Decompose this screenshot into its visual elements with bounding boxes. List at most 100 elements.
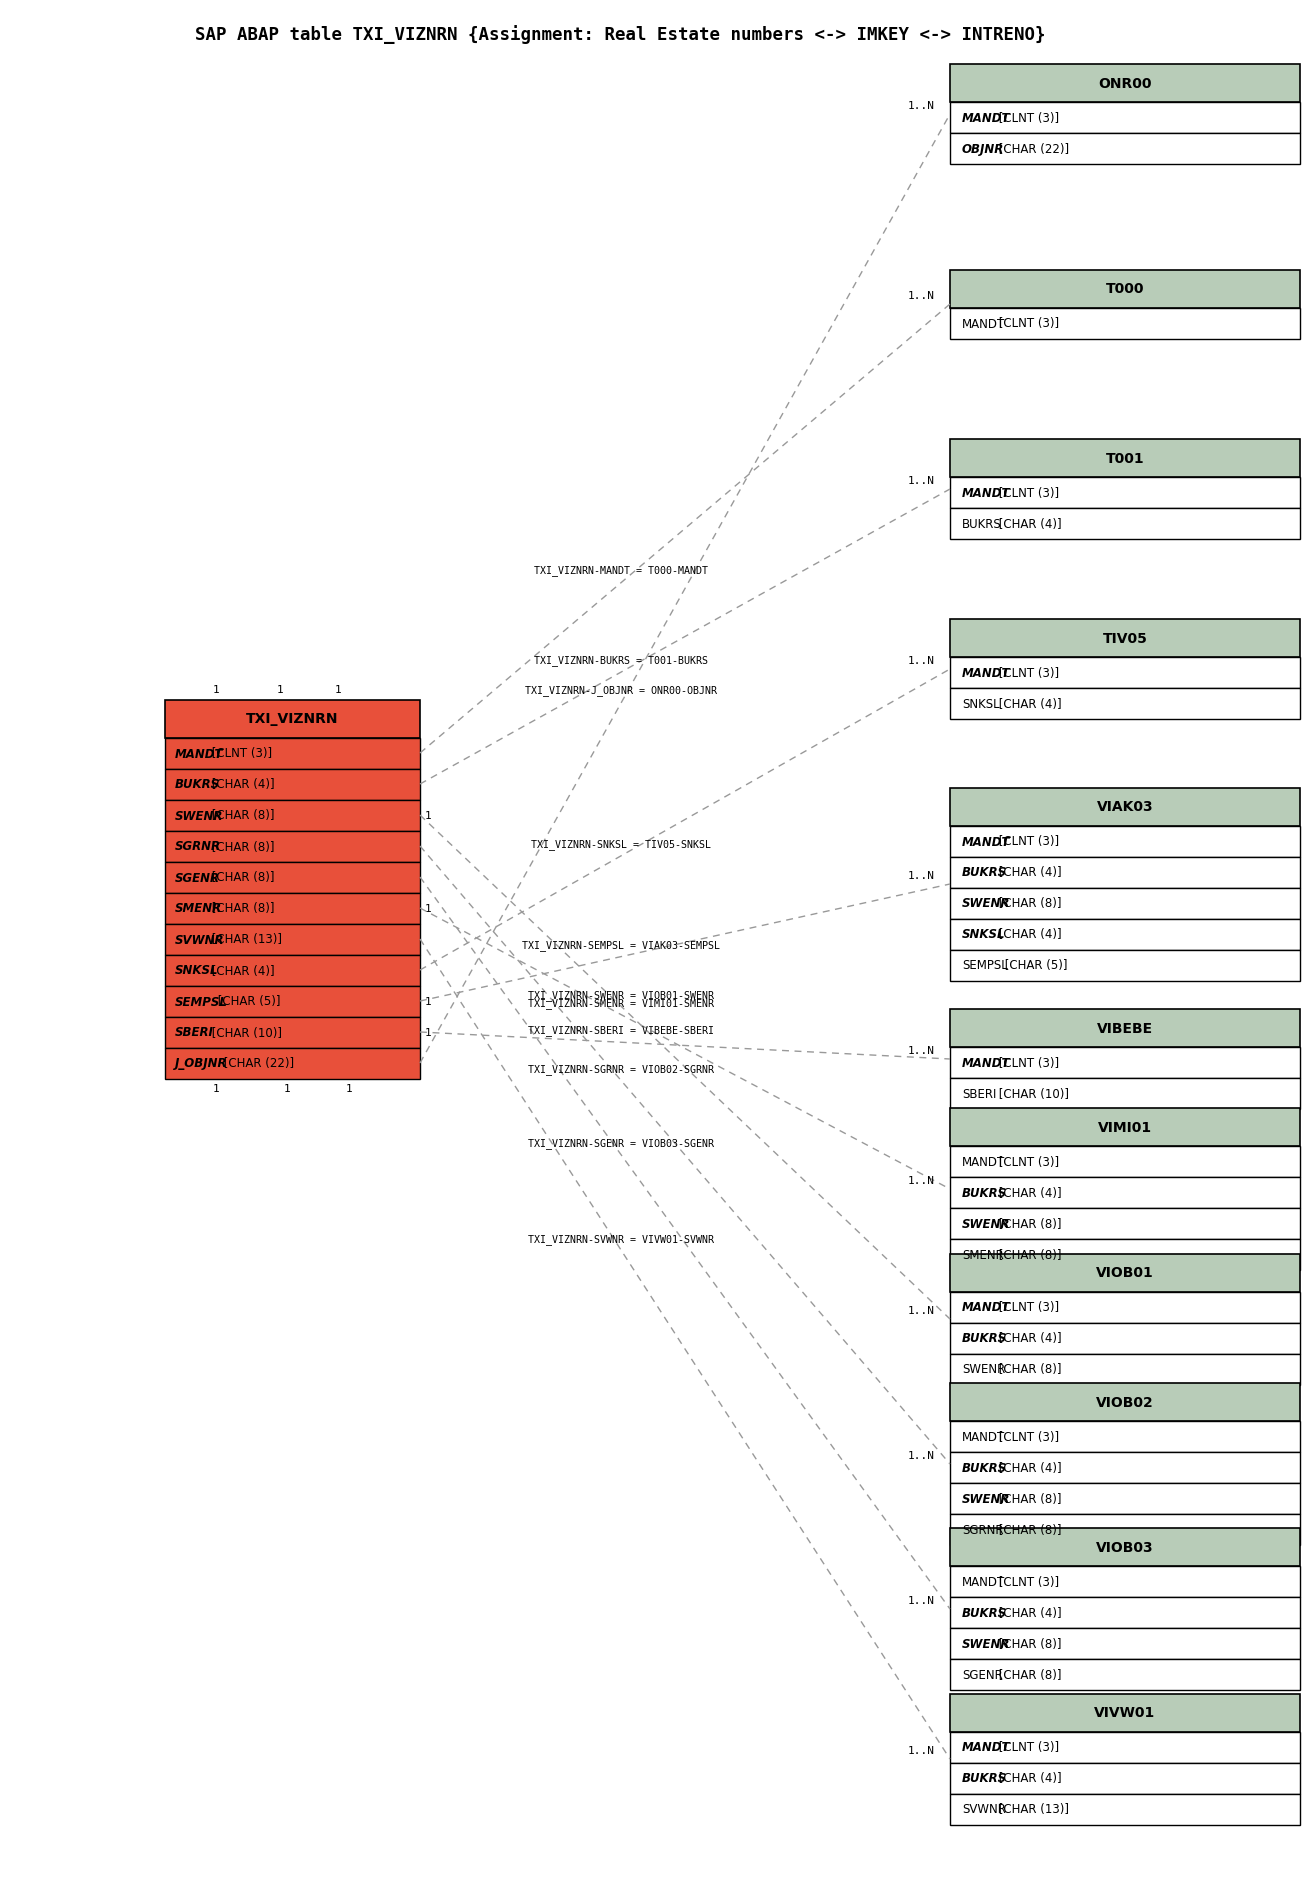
FancyBboxPatch shape [165,1048,420,1079]
FancyBboxPatch shape [165,861,420,893]
FancyBboxPatch shape [950,1566,1300,1598]
Text: 1: 1 [425,903,431,914]
FancyBboxPatch shape [950,1147,1300,1177]
FancyBboxPatch shape [950,920,1300,950]
Text: [CHAR (10)]: [CHAR (10)] [208,1026,281,1039]
FancyBboxPatch shape [165,1016,420,1048]
FancyBboxPatch shape [950,1322,1300,1354]
Text: BUKRS: BUKRS [962,1186,1007,1200]
Text: 1..N: 1..N [908,476,936,485]
FancyBboxPatch shape [950,888,1300,920]
Text: [CLNT (3)]: [CLNT (3)] [995,1430,1059,1443]
FancyBboxPatch shape [950,1694,1300,1732]
FancyBboxPatch shape [950,1209,1300,1239]
Text: [CHAR (4)]: [CHAR (4)] [995,697,1062,710]
Text: 1: 1 [425,1028,431,1037]
Text: BUKRS: BUKRS [962,1332,1007,1345]
Text: [CHAR (22)]: [CHAR (22)] [220,1058,294,1069]
Text: SGRNR: SGRNR [175,841,222,854]
FancyBboxPatch shape [950,1383,1300,1421]
Text: SAP ABAP table TXI_VIZNRN {Assignment: Real Estate numbers <-> IMKEY <-> INTRENO: SAP ABAP table TXI_VIZNRN {Assignment: R… [194,25,1045,45]
Text: 1..N: 1..N [908,1594,936,1606]
Text: MANDT: MANDT [175,748,224,759]
Text: SNKSL: SNKSL [962,697,999,710]
Text: [CLNT (3)]: [CLNT (3)] [995,1056,1059,1069]
Text: SGENR: SGENR [962,1668,1003,1681]
Text: VIOB01: VIOB01 [1096,1266,1154,1281]
Text: [CHAR (4)]: [CHAR (4)] [995,1186,1062,1200]
Text: [CHAR (4)]: [CHAR (4)] [208,778,275,791]
Text: [CHAR (8)]: [CHAR (8)] [995,1492,1062,1506]
Text: SGRNR: SGRNR [962,1523,1003,1536]
Text: 1: 1 [276,686,283,695]
Text: [CHAR (5)]: [CHAR (5)] [214,996,280,1009]
Text: [CHAR (8)]: [CHAR (8)] [208,903,275,914]
FancyBboxPatch shape [950,1079,1300,1109]
Text: [CHAR (22)]: [CHAR (22)] [995,144,1070,157]
Text: TXI_VIZNRN-BUKRS = T001-BUKRS: TXI_VIZNRN-BUKRS = T001-BUKRS [534,655,709,665]
Text: [CHAR (4)]: [CHAR (4)] [995,1462,1062,1473]
Text: MANDT: MANDT [962,487,1011,501]
Text: 1..N: 1..N [908,655,936,665]
Text: MANDT: MANDT [962,667,1011,680]
Text: TXI_VIZNRN: TXI_VIZNRN [246,712,339,725]
Text: SMENR: SMENR [175,903,222,914]
Text: MANDT: MANDT [962,1056,1011,1069]
Text: [CLNT (3)]: [CLNT (3)] [995,1740,1059,1753]
Text: 1: 1 [212,686,219,695]
Text: TIV05: TIV05 [1102,631,1148,646]
Text: T000: T000 [1106,281,1144,297]
Text: [CHAR (8)]: [CHAR (8)] [208,808,275,822]
FancyBboxPatch shape [950,1177,1300,1209]
Text: TXI_VIZNRN-MANDT = T000-MANDT: TXI_VIZNRN-MANDT = T000-MANDT [534,565,709,576]
Text: BUKRS: BUKRS [962,1462,1007,1473]
FancyBboxPatch shape [950,308,1300,340]
Text: [CHAR (10)]: [CHAR (10)] [995,1088,1068,1101]
Text: [CLNT (3)]: [CLNT (3)] [995,487,1059,501]
Text: MANDT: MANDT [962,1575,1005,1589]
Text: TXI_VIZNRN-SEMPSL = VIAK03-SEMPSL: TXI_VIZNRN-SEMPSL = VIAK03-SEMPSL [523,939,721,950]
Text: [CLNT (3)]: [CLNT (3)] [995,1302,1059,1315]
Text: 1: 1 [284,1084,291,1094]
Text: VIVW01: VIVW01 [1095,1706,1156,1719]
Text: [CLNT (3)]: [CLNT (3)] [208,748,272,759]
Text: SWENR: SWENR [962,1638,1010,1651]
FancyBboxPatch shape [950,825,1300,858]
Text: VIOB02: VIOB02 [1096,1396,1154,1409]
Text: [CLNT (3)]: [CLNT (3)] [995,1575,1059,1589]
Text: VIOB03: VIOB03 [1096,1540,1154,1555]
Text: MANDT: MANDT [962,1302,1011,1315]
Text: TXI_VIZNRN-J_OBJNR = ONR00-OBJNR: TXI_VIZNRN-J_OBJNR = ONR00-OBJNR [525,686,718,695]
Text: [CHAR (8)]: [CHAR (8)] [995,1523,1062,1536]
Text: J_OBJNR: J_OBJNR [175,1058,228,1069]
Text: MANDT: MANDT [962,1740,1011,1753]
Text: [CHAR (5)]: [CHAR (5)] [1001,960,1067,973]
Text: SWENR: SWENR [962,897,1010,910]
FancyBboxPatch shape [165,893,420,924]
Text: [CHAR (13)]: [CHAR (13)] [208,933,281,946]
FancyBboxPatch shape [950,1628,1300,1659]
Text: [CHAR (4)]: [CHAR (4)] [995,927,1062,941]
FancyBboxPatch shape [165,801,420,831]
Text: BUKRS: BUKRS [962,1606,1007,1619]
Text: SWENR: SWENR [962,1362,1005,1375]
Text: SGENR: SGENR [175,871,220,884]
Text: T001: T001 [1106,451,1144,467]
Text: SWENR: SWENR [962,1217,1010,1230]
Text: [CHAR (4)]: [CHAR (4)] [995,1332,1062,1345]
FancyBboxPatch shape [950,1598,1300,1628]
Text: [CHAR (8)]: [CHAR (8)] [995,1668,1062,1681]
Text: VIBEBE: VIBEBE [1097,1022,1153,1035]
FancyBboxPatch shape [950,1254,1300,1292]
Text: 1: 1 [212,1084,219,1094]
FancyBboxPatch shape [950,102,1300,134]
Text: 1..N: 1..N [908,1045,936,1056]
FancyBboxPatch shape [950,1453,1300,1483]
Text: [CHAR (4)]: [CHAR (4)] [995,865,1062,878]
Text: SBERI: SBERI [962,1088,997,1101]
Text: ONR00: ONR00 [1098,77,1152,91]
Text: BUKRS: BUKRS [962,865,1007,878]
FancyBboxPatch shape [165,701,420,739]
FancyBboxPatch shape [950,1483,1300,1515]
FancyBboxPatch shape [950,1421,1300,1453]
